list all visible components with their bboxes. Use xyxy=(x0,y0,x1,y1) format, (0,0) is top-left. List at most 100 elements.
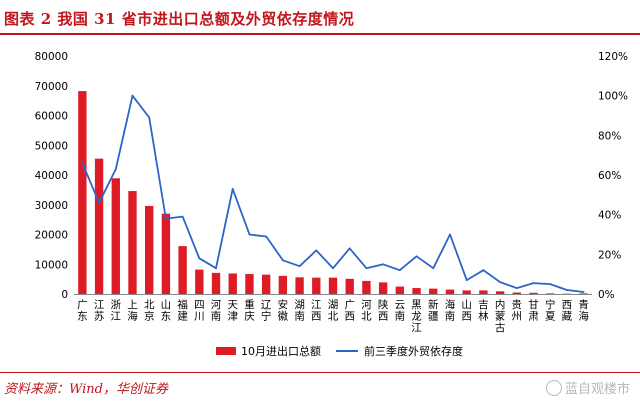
source-note: 资料来源：Wind，华创证券 xyxy=(4,382,168,397)
right-tick-label: 100% xyxy=(598,91,628,103)
x-tick-label: 吉林 xyxy=(478,299,489,323)
bar xyxy=(261,274,271,294)
bar xyxy=(579,293,588,295)
x-tick-label: 陕西 xyxy=(378,298,389,323)
bar xyxy=(395,286,405,294)
line-point xyxy=(465,279,468,282)
left-tick-label: 0 xyxy=(61,289,68,301)
bar xyxy=(78,91,87,294)
x-tick-label: 江苏 xyxy=(94,299,105,323)
x-tick-label: 山东 xyxy=(161,299,172,323)
x-tick-label: 浙江 xyxy=(111,299,122,323)
line-point xyxy=(499,281,501,283)
line-point xyxy=(398,269,401,272)
line-point xyxy=(365,267,368,270)
chart: 0 10000 20000 30000 40000 50000 60000 70000 8000… xyxy=(35,51,628,358)
line-point xyxy=(532,282,535,284)
x-tick-label: 内蒙古 xyxy=(495,298,506,334)
bar xyxy=(312,277,321,294)
x-tick-label: 湖南 xyxy=(294,299,305,323)
x-tick-label: 北京 xyxy=(144,299,155,323)
bar xyxy=(295,277,304,294)
line-point xyxy=(482,269,485,272)
right-tick-label: 120% xyxy=(598,51,628,63)
line-point xyxy=(549,283,552,285)
x-tick-label: 福建 xyxy=(177,298,188,323)
bar xyxy=(378,282,388,294)
line-point xyxy=(298,265,301,268)
title-divider xyxy=(0,33,640,35)
right-tick-label: 80% xyxy=(598,130,621,142)
bar xyxy=(529,292,538,294)
line-point xyxy=(181,215,184,218)
bar-series xyxy=(78,91,588,295)
x-tick-label: 河南 xyxy=(211,299,222,323)
x-tick-label: 黑龙江 xyxy=(411,299,422,334)
bar xyxy=(362,280,371,294)
bar xyxy=(128,191,137,294)
legend: 10月进出口总额 前三季度外贸依存度 xyxy=(216,344,463,358)
bar xyxy=(429,288,438,294)
line-point xyxy=(315,249,318,252)
right-tick-label: 0% xyxy=(598,289,615,301)
line-point xyxy=(348,247,351,250)
x-tick-label: 四川 xyxy=(194,299,205,323)
x-tick-label: 重庆 xyxy=(244,298,255,323)
bar xyxy=(228,273,237,294)
legend-bar-label: 10月进出口总额 xyxy=(241,344,321,358)
watermark: 蓝自观楼市 xyxy=(545,378,630,397)
line-point xyxy=(515,287,518,289)
right-tick-label: 20% xyxy=(598,249,621,261)
bar xyxy=(328,277,338,294)
line-point xyxy=(198,257,201,260)
x-tick-label: 西藏 xyxy=(562,299,573,323)
watermark-text: 蓝自观楼市 xyxy=(564,382,630,397)
line-point xyxy=(215,267,217,270)
x-tick-label: 云南 xyxy=(395,299,406,323)
bar xyxy=(94,158,104,294)
left-tick-label: 10000 xyxy=(35,259,68,271)
x-tick-label: 甘肃 xyxy=(528,298,539,323)
bar xyxy=(479,290,488,294)
bar xyxy=(278,275,288,294)
line-point xyxy=(582,291,585,293)
line-series-layer xyxy=(81,94,585,293)
line-point xyxy=(81,162,84,164)
line-point xyxy=(566,289,568,291)
left-tick-label: 20000 xyxy=(35,230,68,242)
x-tick-label: 湖北 xyxy=(328,299,339,323)
watermark-logo-icon xyxy=(545,380,562,396)
line-point xyxy=(114,168,117,170)
bar xyxy=(345,278,354,294)
right-axis-ticks: 0% 20% 40% 60% 80% 100% 120% xyxy=(598,51,628,301)
line-point xyxy=(449,233,451,236)
x-tick-label: 山西 xyxy=(461,299,472,323)
bar xyxy=(178,246,187,294)
x-tick-label: 广东 xyxy=(77,299,88,323)
bar xyxy=(546,293,555,295)
line-point xyxy=(265,235,268,238)
left-tick-label: 80000 xyxy=(35,51,68,63)
bar xyxy=(445,289,455,294)
line-point xyxy=(98,201,100,204)
x-tick-label: 河北 xyxy=(361,299,372,323)
left-axis-ticks: 0 10000 20000 30000 40000 50000 60000 70000 8000… xyxy=(35,51,68,301)
line-point xyxy=(415,255,418,258)
footer-divider xyxy=(0,372,640,373)
line-point xyxy=(332,267,334,270)
x-tick-label: 天津 xyxy=(227,299,238,323)
bar xyxy=(111,178,120,294)
right-tick-label: 40% xyxy=(598,210,621,222)
bar xyxy=(495,291,505,294)
bar xyxy=(145,205,154,294)
bar xyxy=(211,272,221,294)
x-axis-labels: 广东江苏浙江上海北京山东福建四川河南天津重庆辽宁安徽湖南江西湖北广西河北陕西云南… xyxy=(77,298,589,334)
line-point xyxy=(231,187,234,190)
x-tick-label: 青海 xyxy=(578,298,589,323)
legend-bar-swatch xyxy=(216,347,236,355)
x-tick-label: 海南 xyxy=(445,298,456,323)
line-point xyxy=(281,259,284,262)
x-tick-label: 上海 xyxy=(127,299,138,323)
line-point xyxy=(131,94,134,97)
bar xyxy=(161,213,171,294)
